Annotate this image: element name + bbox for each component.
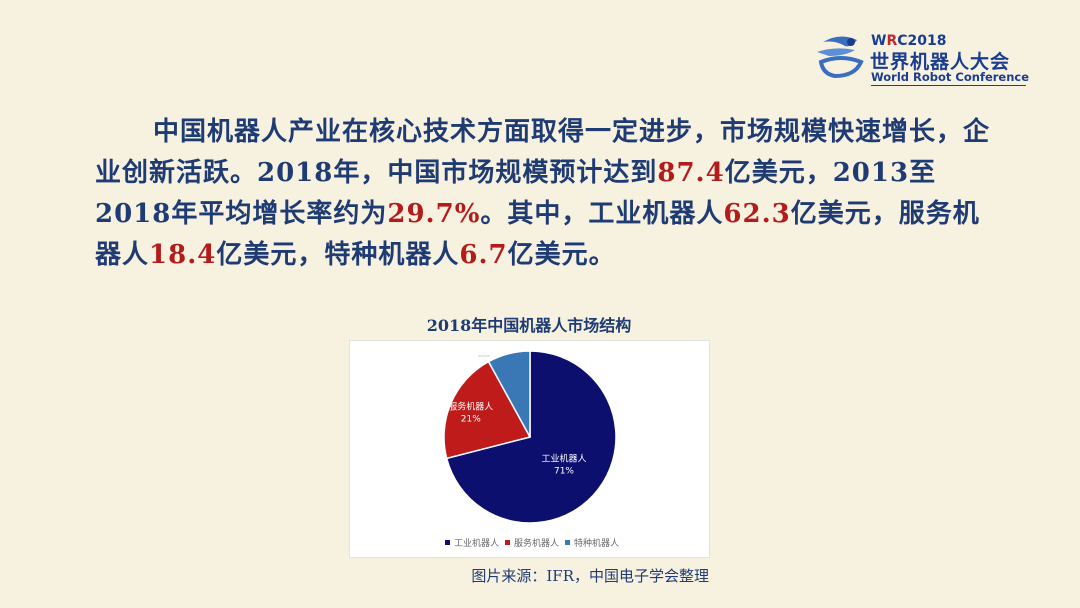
slice-category-label: 工业机器人 [541,452,586,464]
slice-percent-label: 8% [478,341,493,344]
paragraph-text: 。其中，工业机器人 [480,199,724,229]
slice-percent-label: 21% [461,414,481,424]
paragraph-text: 亿美元。 [507,240,616,270]
legend-label: 特种机器人 [574,537,619,549]
source-note: 图片来源：IFR，中国电子学会整理 [471,567,709,585]
legend-swatch [505,540,510,545]
pie-slice-3 [487,350,531,438]
legend-label: 服务机器人 [514,537,559,549]
logo-english-name: World Robot Conference [871,70,1030,84]
slice-percent-label: 71% [554,466,574,476]
highlight-number: 87.4 [657,158,725,188]
summary-paragraph: 中国机器人产业在核心技术方面取得一定进步，市场规模快速增长，企业创新活跃。201… [95,112,995,276]
legend-label: 工业机器人 [454,537,499,549]
wrc-logo: WRC2018 世界机器人大会 World Robot Conference [815,30,1030,88]
chart-title: 2018年中国机器人市场结构 [426,316,632,335]
paragraph-text: 中国机器人产业在核心技术方面取得一定进步，市场规模快速增长，企业创新活跃。201… [95,117,991,188]
legend-swatch [445,540,450,545]
logo-chinese-name: 世界机器人大会 [870,51,1011,73]
highlight-number: 6.7 [459,240,508,270]
logo-underline [871,85,1026,86]
paragraph-text: 亿美元，2013至2018年平均增长率约为 [95,158,937,229]
logo-wrc-text: WRC2018 [871,33,947,49]
pie-slice-1 [445,350,617,524]
highlight-number: 62.3 [723,199,791,229]
legend-swatch [565,540,570,545]
wrc-logo-mark-icon [817,36,864,79]
highlight-number: 18.4 [149,240,217,270]
highlight-number: 29.7% [387,199,481,229]
pie-slice-2 [443,360,532,460]
paragraph-text: 亿美元，特种机器人 [216,240,460,270]
slice-category-label: 服务机器人 [448,400,493,412]
paragraph-text: 亿美元，服务机器人 [95,199,980,270]
